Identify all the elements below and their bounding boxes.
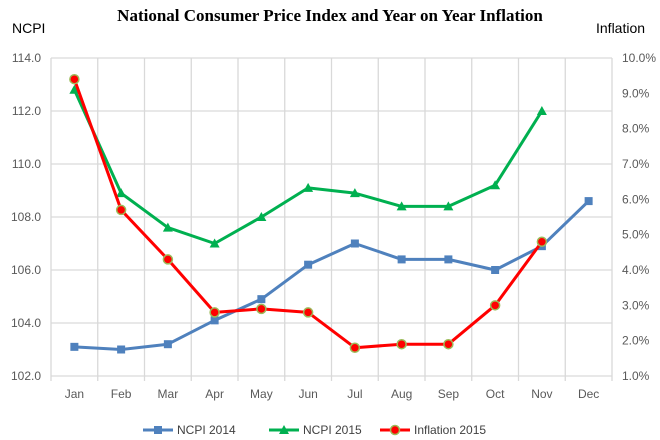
legend-ncpi-2015-marker [279, 425, 289, 434]
left-tick-label: 104.0 [11, 316, 41, 330]
legend-inflation-2015-marker [389, 424, 401, 436]
left-tick-label: 112.0 [12, 104, 41, 118]
x-tick-label: Dec [578, 387, 599, 401]
inflation-2015-point [256, 303, 267, 315]
ncpi-2015-point [490, 180, 501, 190]
left-tick-label: 108.0 [11, 210, 41, 224]
x-tick-label: Jun [298, 387, 317, 401]
left-tick-label: 114.0 [12, 51, 41, 65]
inflation-2015-point [209, 307, 220, 318]
ncpi-2014-point [210, 316, 219, 325]
ncpi-2015-point [443, 201, 454, 211]
legend-ncpi-2014-label: NCPI 2014 [177, 423, 236, 437]
ncpi-2014-point [163, 340, 172, 349]
ncpi-2014-point [444, 255, 453, 264]
left-tick-label: 110.0 [12, 157, 41, 171]
ncpi-2015-point [349, 188, 360, 198]
left-axis-title: NCPI [12, 20, 46, 36]
ncpi-2014-point [117, 345, 126, 354]
ncpi-2015-point [536, 106, 547, 115]
x-tick-label: Sep [438, 387, 460, 401]
right-tick-label: 5.0% [622, 228, 650, 242]
inflation-2015-point [349, 342, 361, 353]
ncpi-2015-point [162, 222, 173, 232]
x-tick-label: Oct [486, 387, 505, 401]
x-tick-label: Nov [531, 387, 552, 401]
x-tick-label: Apr [205, 387, 224, 401]
right-tick-label: 10.0% [622, 51, 656, 65]
left-tick-label: 106.0 [11, 263, 41, 277]
ncpi-2015-point [256, 212, 267, 221]
x-tick-label: Feb [111, 387, 132, 401]
x-tick-label: Jan [65, 387, 84, 401]
right-tick-label: 7.0% [622, 157, 650, 171]
chart-title: National Consumer Price Index and Year o… [117, 6, 543, 25]
right-tick-label: 6.0% [622, 192, 650, 206]
ncpi-2015-point [209, 238, 220, 248]
inflation-2015-point [69, 73, 80, 85]
right-tick-label: 4.0% [622, 263, 650, 277]
inflation-2015-point [115, 204, 127, 216]
inflation-2015-point [396, 338, 407, 350]
inflation-2015-point [162, 254, 174, 265]
ncpi-2014-point [70, 342, 79, 351]
ncpi-2014-line [74, 200, 590, 351]
ncpi-2014-point [491, 266, 500, 274]
right-tick-label: 3.0% [622, 298, 650, 312]
legend-inflation-2015-label: Inflation 2015 [414, 423, 486, 437]
legend-ncpi-2014-marker [154, 426, 162, 434]
right-tick-label: 8.0% [622, 122, 650, 136]
ncpi-2014-point [397, 255, 406, 264]
inflation-2015-point [302, 307, 314, 318]
legend-ncpi-2015-label: NCPI 2015 [303, 423, 362, 437]
inflation-2015-point [489, 300, 501, 311]
ncpi-2014-point [257, 295, 266, 304]
ncpi-2015-point [69, 84, 80, 94]
inflation-2015-point [536, 236, 548, 247]
x-tick-label: Mar [158, 387, 179, 401]
right-tick-label: 1.0% [622, 369, 650, 383]
right-tick-label: 9.0% [622, 86, 650, 100]
x-tick-label: Jul [347, 387, 362, 401]
ncpi-2014-point [304, 260, 313, 269]
ncpi-2015-point [116, 188, 127, 198]
ncpi-2014-point [350, 239, 359, 248]
ncpi-2015-point [303, 182, 314, 192]
right-tick-label: 2.0% [622, 334, 650, 348]
ncpi-2015-point [396, 201, 407, 211]
inflation-2015-point [443, 338, 454, 350]
x-tick-label: May [250, 387, 273, 401]
ncpi-2014-point [584, 197, 593, 206]
right-axis-title: Inflation [596, 20, 646, 36]
x-tick-label: Aug [391, 387, 412, 401]
left-tick-label: 102.0 [11, 369, 41, 383]
